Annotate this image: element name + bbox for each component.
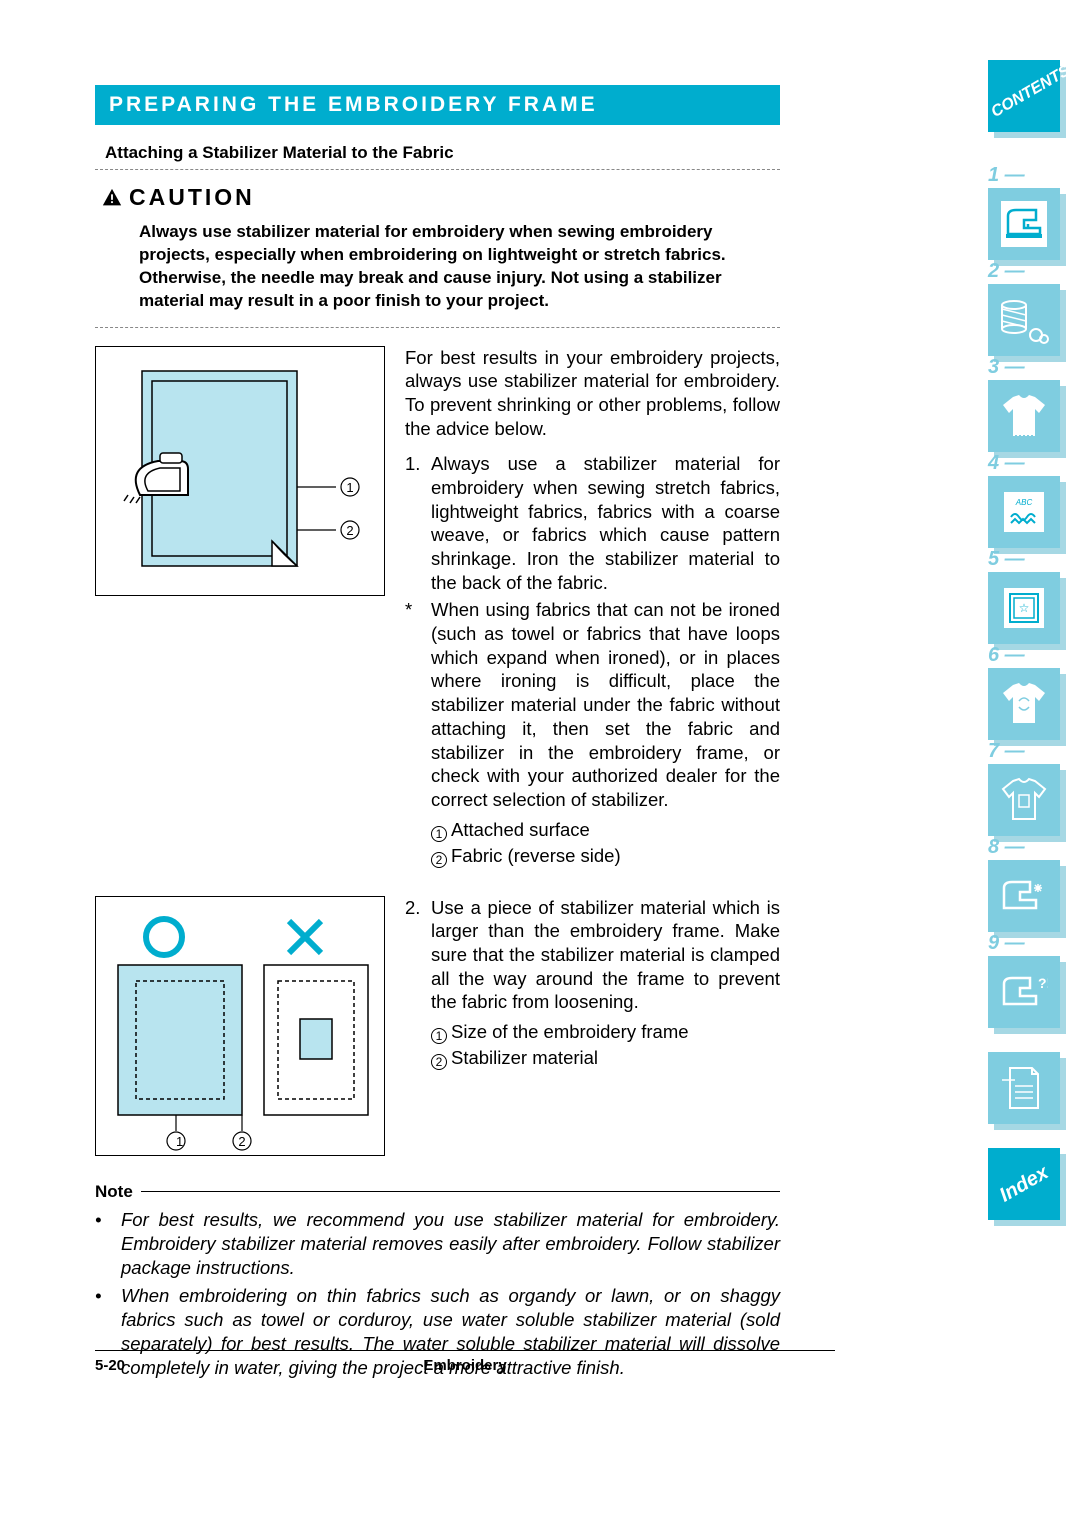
section-1: 1 2 For best results in your embroidery … [95,346,780,870]
page-number: 5-20 [95,1357,175,1374]
caution-block: CAUTION Always use stabilizer material f… [95,184,780,328]
note-bullet-1: For best results, we recommend you use s… [121,1208,780,1280]
sewing-machine-icon [1001,201,1047,247]
svg-text:ABC: ABC [1015,498,1033,507]
list-item-2: Use a piece of stabilizer material which… [431,896,780,1014]
tab-num-6: 6 — [988,644,1025,667]
note-heading: Note [95,1182,133,1202]
svg-text:☆: ☆ [1019,601,1030,615]
tab-num-5: 5 — [988,548,1025,571]
svg-text:1: 1 [176,1134,183,1149]
sidebar-tabs: CONTENTS 1 — 2 — 3 — [988,60,1074,1276]
subtitle-row: Attaching a Stabilizer Material to the F… [95,143,780,170]
index-label: Index [975,1135,1073,1233]
tab-4[interactable]: 4 — ABC [988,476,1066,554]
svg-text:?!: ?! [1038,975,1048,991]
svg-text:2: 2 [238,1134,245,1149]
tab-num-7: 7 — [988,740,1025,763]
tab-num-9: 9 — [988,932,1025,955]
shirt-embroidery-icon [999,681,1049,727]
shirt-icon [999,393,1049,439]
tab-8[interactable]: 8 — [988,860,1066,938]
page-content: PREPARING THE EMBROIDERY FRAME Attaching… [0,0,840,1424]
list-item-1: Always use a stabilizer material for emb… [431,452,780,594]
abc-stitch-icon: ABC [1004,492,1044,532]
machine-sparkle-icon [1000,874,1048,918]
tab-contents[interactable]: CONTENTS [988,60,1066,138]
thread-spool-icon [996,295,1052,345]
legend1-2: Fabric (reverse side) [451,845,621,866]
caution-text: Always use stabilizer material for embro… [139,221,774,313]
tab-6[interactable]: 6 — [988,668,1066,746]
list-number: 1. [405,452,431,594]
tab-num-3: 3 — [988,356,1025,379]
tab-7[interactable]: 7 — [988,764,1066,842]
intro-paragraph: For best results in your embroidery proj… [405,346,780,441]
shirt-outline-icon [999,777,1049,823]
list-star: * [405,598,431,811]
contents-label: CONTENTS [975,47,1073,145]
section-2-text: 2. Use a piece of stabilizer material wh… [405,896,780,1156]
caution-label: CAUTION [129,184,255,211]
section-title: PREPARING THE EMBROIDERY FRAME [95,85,780,125]
tab-9[interactable]: 9 — ?! [988,956,1066,1034]
warning-icon [101,187,123,209]
tab-5[interactable]: 5 — ☆ [988,572,1066,650]
subtitle: Attaching a Stabilizer Material to the F… [105,143,454,162]
section-1-text: For best results in your embroidery proj… [405,346,780,870]
list-number-2: 2. [405,896,431,1014]
tab-3[interactable]: 3 — [988,380,1066,458]
tab-num-1: 1 — [988,164,1025,187]
tab-index[interactable]: Index [988,1148,1066,1226]
diagram-iron-stabilizer: 1 2 [95,346,385,596]
caution-heading: CAUTION [101,184,774,211]
tab-num-2: 2 — [988,260,1025,283]
list-item-star: When using fabrics that can not be irone… [431,598,780,811]
legend1-1: Attached surface [451,819,590,840]
document-icon [1002,1064,1046,1112]
diagram-frame-size: 1 2 [95,896,385,1156]
legend2-1: Size of the embroidery frame [451,1021,689,1042]
machine-question-icon: ?! [1000,970,1048,1014]
tab-num-4: 4 — [988,452,1025,475]
legend-2: 1Size of the embroidery frame 2Stabilize… [431,1020,780,1070]
tab-2[interactable]: 2 — [988,284,1066,362]
svg-text:2: 2 [346,523,353,538]
note-rule [141,1191,780,1192]
frame-star-icon: ☆ [1004,588,1044,628]
tab-appendix[interactable] [988,1052,1066,1130]
legend2-2: Stabilizer material [451,1047,598,1068]
chapter-name: Embroidery [175,1357,755,1374]
legend-1: 1Attached surface 2Fabric (reverse side) [431,818,780,868]
note-heading-row: Note [95,1182,780,1202]
page-footer: 5-20 Embroidery [95,1350,835,1374]
tab-num-8: 8 — [988,836,1025,859]
tab-1[interactable]: 1 — [988,188,1066,266]
section-2: 1 2 2. Use a piece of stabilizer materia… [95,896,780,1156]
svg-text:1: 1 [346,480,353,495]
